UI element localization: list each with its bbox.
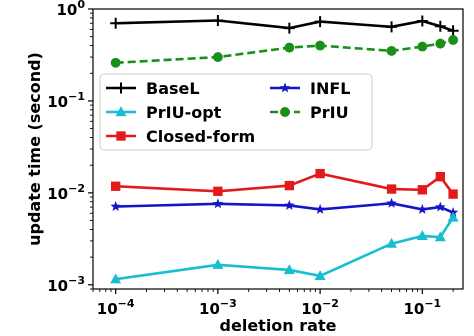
legend-item-priu: PrIU <box>270 103 349 122</box>
legend-label-infl: INFL <box>310 79 350 98</box>
data-point-priu-opt-1 <box>212 259 224 269</box>
legend-item-basel: BaseL <box>106 79 200 98</box>
series-line-infl <box>115 201 454 214</box>
legend: BaseL INFL PrIU-opt PrIU Closed-form <box>99 73 373 151</box>
x-tick-label-1: 10−3 <box>199 297 237 318</box>
y-tick-label-3: 100 <box>56 0 85 19</box>
data-point-closed-form-5 <box>417 185 427 195</box>
data-point-priu-6 <box>435 38 446 49</box>
series-line-closed-form <box>115 172 455 195</box>
data-point-infl-4 <box>386 197 397 208</box>
y-axis-ticks: 10−3 10−2 10−1 100 <box>47 0 93 295</box>
legend-marker-priu <box>280 107 290 117</box>
series-infl <box>110 197 459 218</box>
legend-marker-priu-opt <box>115 106 127 117</box>
data-point-basel-5 <box>416 15 428 27</box>
x-axis-label: deletion rate <box>220 316 337 335</box>
data-point-basel-7 <box>447 25 459 37</box>
x-tick-label-0: 10−4 <box>97 297 135 318</box>
series-line-basel <box>115 19 454 32</box>
legend-item-priu-opt: PrIU-opt <box>106 103 222 122</box>
series-priu <box>110 35 459 68</box>
x-tick-label-2: 10−2 <box>301 297 339 318</box>
data-point-priu-1 <box>212 52 223 63</box>
series-line-priu <box>115 38 454 65</box>
data-point-priu-opt-0 <box>110 273 122 284</box>
data-point-basel-3 <box>314 16 326 28</box>
legend-item-closed-form: Closed-form <box>106 127 255 146</box>
data-point-closed-form-2 <box>284 180 295 191</box>
legend-marker-infl <box>279 82 291 93</box>
x-axis-ticks: 10−4 10−3 10−2 10−1 <box>92 289 454 318</box>
data-point-priu-4 <box>386 45 397 56</box>
legend-label-priu: PrIU <box>310 103 349 122</box>
data-point-basel-0 <box>110 17 122 29</box>
series-line-priu-opt <box>115 216 455 281</box>
series-layer <box>110 14 459 284</box>
y-tick-label-0: 10−3 <box>47 274 85 295</box>
legend-label-basel: BaseL <box>146 79 200 98</box>
data-point-priu-7 <box>448 35 459 45</box>
data-point-closed-form-1 <box>213 186 223 196</box>
data-point-basel-6 <box>434 20 446 32</box>
data-point-priu-opt-7 <box>447 211 459 222</box>
data-point-closed-form-6 <box>435 171 445 182</box>
data-point-priu-opt-3 <box>314 270 326 281</box>
data-point-infl-6 <box>435 201 446 212</box>
y-tick-label-2: 10−1 <box>47 90 85 111</box>
data-point-closed-form-7 <box>448 189 458 199</box>
legend-marker-basel <box>115 82 127 94</box>
data-point-priu-5 <box>417 41 428 52</box>
data-point-infl-1 <box>212 198 224 209</box>
series-priu-opt <box>110 211 459 284</box>
data-point-infl-0 <box>110 201 121 211</box>
data-point-priu-opt-2 <box>283 264 295 275</box>
data-point-priu-opt-4 <box>386 237 398 248</box>
data-point-infl-3 <box>314 203 326 214</box>
data-point-priu-3 <box>315 40 326 51</box>
series-basel <box>110 14 459 37</box>
data-point-closed-form-4 <box>386 184 397 194</box>
legend-item-infl: INFL <box>270 79 350 98</box>
x-tick-label-3: 10−1 <box>403 297 441 318</box>
data-point-basel-4 <box>386 21 398 33</box>
data-point-closed-form-3 <box>315 168 325 179</box>
legend-label-priu-opt: PrIU-opt <box>146 103 222 122</box>
data-point-closed-form-0 <box>111 181 121 191</box>
data-point-priu-opt-5 <box>416 230 428 241</box>
data-point-basel-1 <box>212 14 224 26</box>
data-point-priu-2 <box>284 42 295 53</box>
y-axis-label: update time (second) <box>25 52 44 246</box>
data-point-priu-0 <box>110 57 121 68</box>
data-point-priu-opt-6 <box>434 231 446 242</box>
y-tick-label-1: 10−2 <box>47 182 85 203</box>
legend-label-closed-form: Closed-form <box>146 127 255 146</box>
legend-box <box>99 73 373 151</box>
data-point-infl-5 <box>417 203 428 214</box>
series-closed-form <box>111 168 458 199</box>
legend-marker-closed-form <box>116 131 126 141</box>
data-point-basel-2 <box>283 22 295 34</box>
data-point-infl-2 <box>284 199 295 210</box>
